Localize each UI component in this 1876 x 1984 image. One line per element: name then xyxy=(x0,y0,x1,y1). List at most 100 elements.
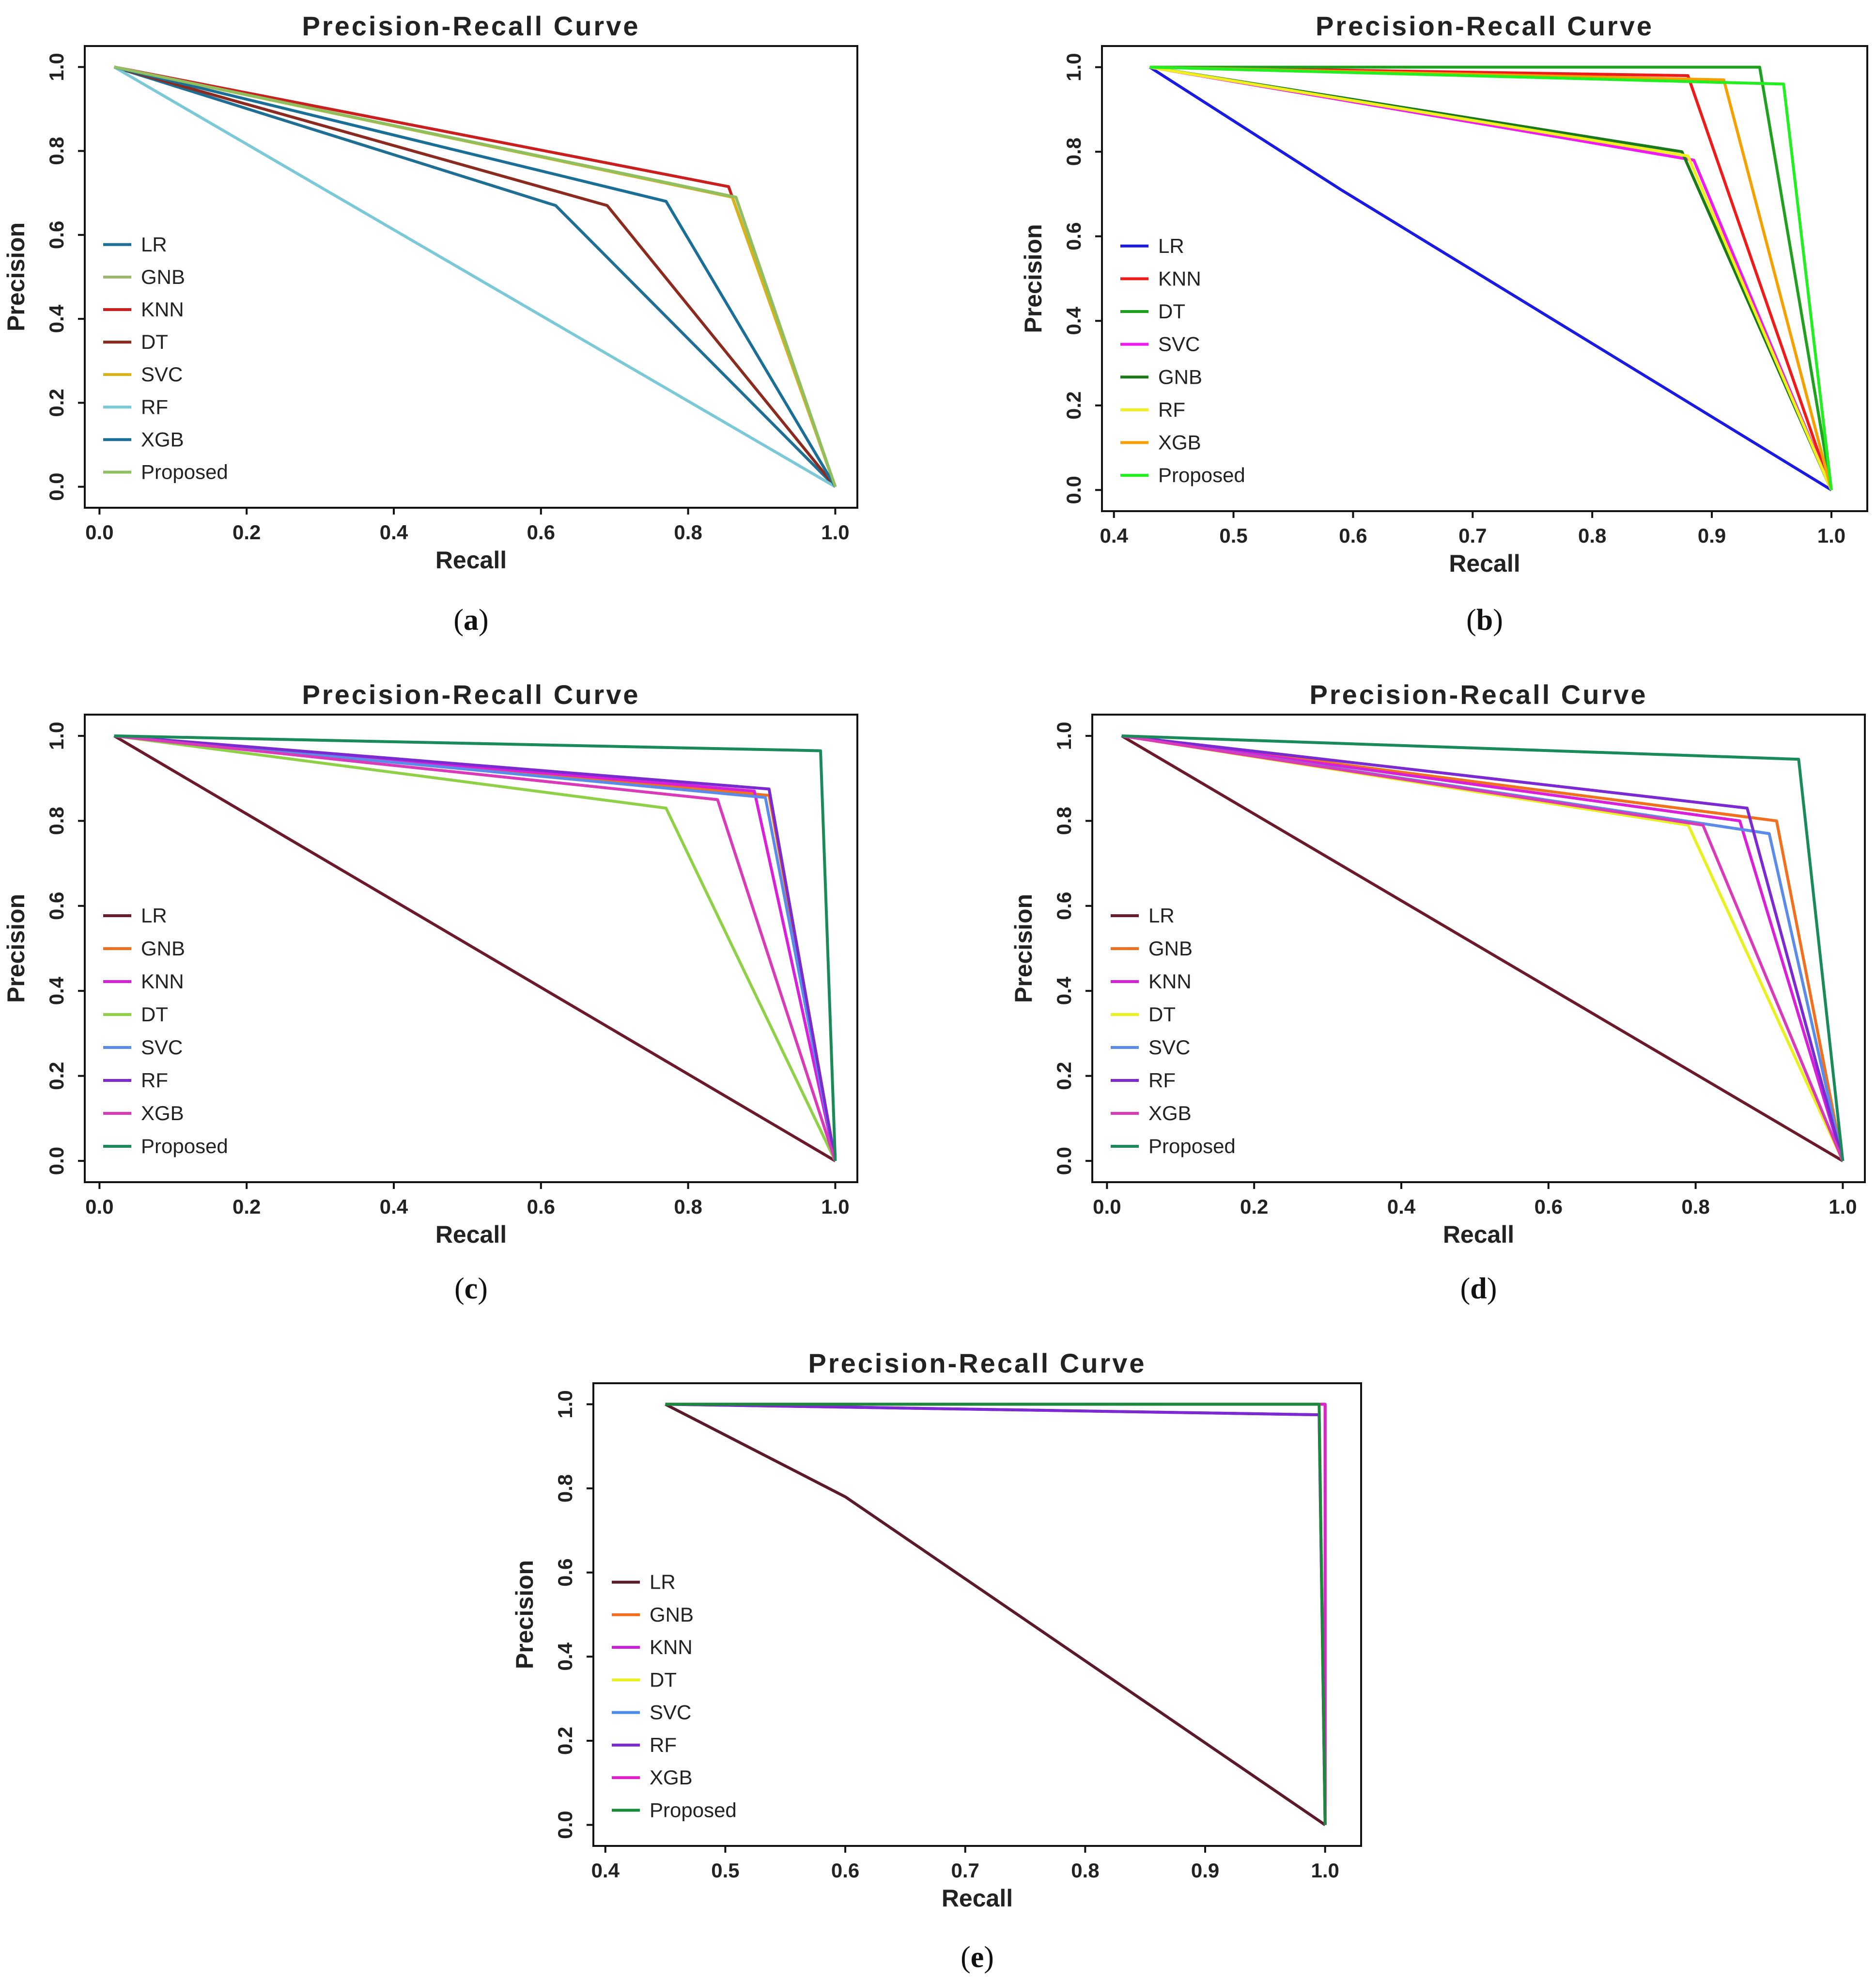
legend-label: LR xyxy=(141,904,167,927)
series-line-proposed xyxy=(1149,65,1833,490)
series-line-lr xyxy=(113,734,836,1162)
x-tick-label: 0.2 xyxy=(233,1195,261,1218)
y-tick-label: 1.0 xyxy=(1053,722,1075,750)
series-line-dt xyxy=(114,734,837,1162)
series-line-lr xyxy=(665,1403,1326,1827)
y-tick-label: 0.6 xyxy=(1053,892,1075,920)
x-tick-label: 0.6 xyxy=(1339,524,1367,547)
chart-title: Precision-Recall Curve xyxy=(808,1348,1146,1378)
x-tick-label: 0.6 xyxy=(1535,1195,1563,1218)
plot-frame xyxy=(592,1382,1362,1847)
series-line-dt xyxy=(665,1403,1327,1825)
chart-title: Precision-Recall Curve xyxy=(302,679,640,710)
legend-label: SVC xyxy=(1148,1036,1190,1059)
y-axis-title: Precision xyxy=(1020,224,1047,333)
legend-label: LR xyxy=(650,1571,676,1593)
x-tick-label: 1.0 xyxy=(821,521,849,544)
legend-label: DT xyxy=(1148,1003,1176,1026)
x-tick-label: 0.5 xyxy=(711,1859,739,1882)
x-tick-label: 0.7 xyxy=(951,1859,979,1882)
x-tick-label: 1.0 xyxy=(821,1195,849,1218)
series-line-dt xyxy=(113,65,837,488)
series-line-rf xyxy=(113,65,836,488)
plot-frame xyxy=(1091,714,1866,1183)
x-tick-label: 0.8 xyxy=(674,1195,702,1218)
series-line-knn xyxy=(665,1403,1327,1825)
series-line-xgb xyxy=(665,1403,1327,1825)
x-tick-label: 0.8 xyxy=(674,521,702,544)
legend-label: XGB xyxy=(650,1766,693,1789)
y-tick-label: 0.6 xyxy=(1062,222,1085,250)
legend-label: LR xyxy=(1148,904,1175,927)
series-line-proposed xyxy=(1121,734,1845,1161)
legend-label: Proposed xyxy=(650,1798,737,1821)
series-line-svc xyxy=(665,1403,1327,1825)
legend-label: DT xyxy=(1158,300,1185,323)
chart-panel-b: Precision-Recall Curve 0.4 0.5 0.6 0.7 0.8 0.9… xyxy=(1020,11,1868,637)
legend-label: KNN xyxy=(141,970,184,993)
y-tick-label: 0.8 xyxy=(1053,807,1075,835)
series-line-xgb xyxy=(1121,734,1845,1162)
legend-label: Proposed xyxy=(1158,464,1245,486)
panel-caption: (d) xyxy=(1460,1272,1497,1305)
legend-label: DT xyxy=(141,330,168,353)
y-tick-label: 0.2 xyxy=(1062,391,1085,420)
x-tick-label: 0.0 xyxy=(1093,1195,1121,1218)
legend-label: RF xyxy=(141,1069,168,1092)
x-axis-title: Recall xyxy=(1449,550,1520,577)
y-tick-label: 0.4 xyxy=(554,1642,576,1671)
legend-label: Proposed xyxy=(141,460,228,483)
panel-caption-letter: c xyxy=(465,1272,478,1305)
panel-caption-letter: d xyxy=(1470,1272,1487,1305)
y-tick-label: 0.4 xyxy=(45,304,68,333)
panel-caption-letter: e xyxy=(971,1941,984,1974)
panel-caption: (b) xyxy=(1466,604,1503,637)
legend-label: SVC xyxy=(141,1036,183,1059)
legend-label: GNB xyxy=(1148,937,1193,960)
x-axis-title: Recall xyxy=(1443,1221,1514,1248)
legend-label: Proposed xyxy=(1148,1135,1236,1157)
x-tick-label: 0.4 xyxy=(380,521,408,544)
y-tick-label: 0.6 xyxy=(554,1558,576,1586)
x-tick-label: 0.4 xyxy=(1387,1195,1416,1218)
y-tick-label: 0.8 xyxy=(45,137,68,165)
x-tick-label: 0.9 xyxy=(1191,1859,1219,1882)
y-tick-label: 0.4 xyxy=(1053,976,1075,1005)
x-tick-label: 0.7 xyxy=(1458,524,1487,547)
series-line-gnb xyxy=(1121,734,1845,1161)
y-tick-label: 0.0 xyxy=(1062,476,1085,504)
panel-caption: (c) xyxy=(454,1272,488,1305)
series-line-gnb xyxy=(665,1403,1327,1825)
legend-label: LR xyxy=(1158,234,1184,257)
legend-label: SVC xyxy=(141,363,183,386)
legend-label: XGB xyxy=(141,1102,184,1125)
x-tick-label: 0.5 xyxy=(1219,524,1247,547)
series-line-knn xyxy=(1121,734,1845,1162)
legend-label: XGB xyxy=(1158,431,1201,454)
x-tick-label: 0.2 xyxy=(1240,1195,1268,1218)
chart-title: Precision-Recall Curve xyxy=(1309,679,1647,710)
panel-caption-letter: b xyxy=(1476,604,1493,637)
legend-label: DT xyxy=(650,1668,677,1691)
series-line-proposed xyxy=(665,1403,1327,1825)
y-tick-label: 0.2 xyxy=(45,389,68,417)
y-tick-label: 0.0 xyxy=(1053,1147,1075,1175)
x-tick-label: 0.8 xyxy=(1578,524,1606,547)
legend-label: RF xyxy=(1148,1069,1176,1092)
x-tick-label: 0.9 xyxy=(1698,524,1726,547)
x-tick-label: 0.4 xyxy=(380,1195,408,1218)
series-line-xgb xyxy=(114,65,837,488)
chart-panel-d: Precision-Recall Curve 0.0 0.2 0.4 0.6 0.8 1.0… xyxy=(1010,679,1866,1305)
legend-label: Proposed xyxy=(141,1135,228,1157)
x-tick-label: 0.8 xyxy=(1071,1859,1099,1882)
legend-label: RF xyxy=(141,395,168,418)
series-line-rf xyxy=(1121,734,1845,1161)
x-tick-label: 0.0 xyxy=(85,521,113,544)
y-tick-label: 0.0 xyxy=(45,472,68,500)
x-tick-label: 0.2 xyxy=(233,521,261,544)
y-axis-title: Precision xyxy=(2,222,30,331)
series-line-lr xyxy=(1149,66,1832,491)
chart-title: Precision-Recall Curve xyxy=(1316,11,1654,41)
series-line-svc xyxy=(114,734,837,1161)
